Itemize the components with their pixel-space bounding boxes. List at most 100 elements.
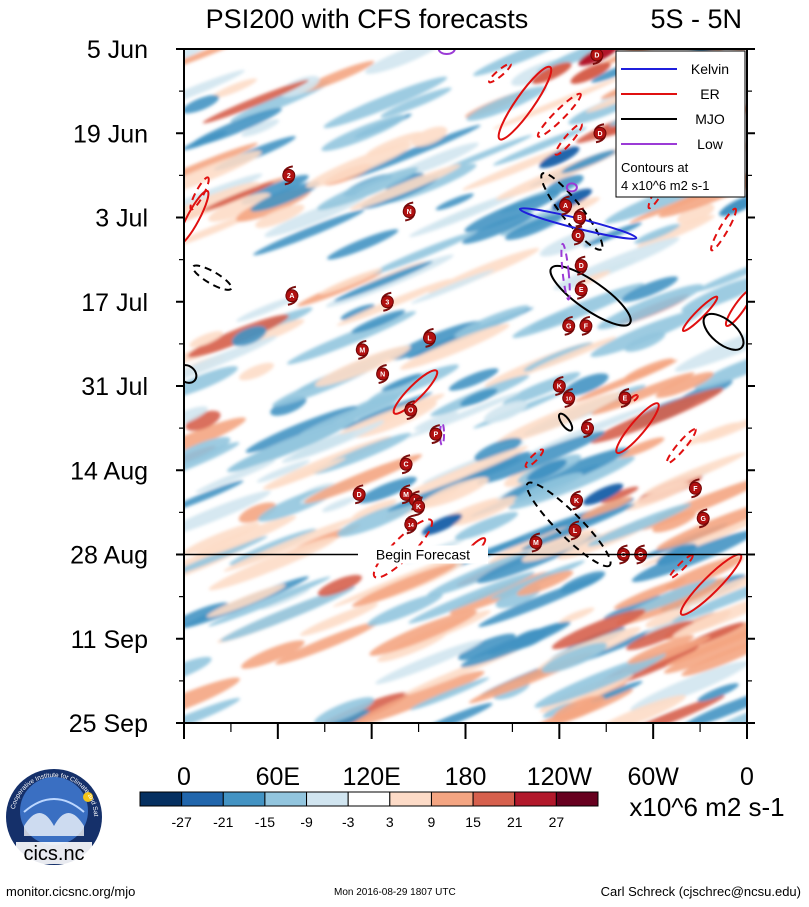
storm-marker: G — [562, 315, 576, 336]
storm-dot — [696, 511, 710, 525]
storm-marker: E — [574, 279, 588, 300]
anomaly-blob — [319, 268, 383, 295]
anomaly-blob — [492, 77, 621, 130]
storm-label: J — [586, 426, 590, 433]
mjo-contour — [184, 364, 198, 384]
logo-sun-icon — [83, 792, 93, 802]
anomaly-blob — [665, 555, 744, 591]
anomaly-blob — [559, 607, 595, 624]
storm-dot — [562, 391, 576, 405]
storm-marker: O — [571, 225, 585, 246]
begin-forecast-marker: Begin Forecast — [184, 545, 747, 564]
y-tick-label: 3 Jul — [95, 205, 148, 233]
anomaly-blob — [184, 697, 241, 723]
er-contour — [392, 369, 439, 415]
storm-dot — [402, 204, 416, 218]
storm-dot — [376, 367, 390, 381]
begin-forecast-label-background — [358, 545, 488, 564]
region-label: 5S - 5N — [650, 4, 742, 34]
er-contour — [630, 394, 639, 403]
anomaly-blob — [241, 119, 280, 137]
anomaly-blob — [473, 49, 584, 76]
anomaly-blob — [297, 60, 375, 94]
anomaly-blob — [184, 49, 208, 63]
logo-orbit-icon — [23, 798, 85, 813]
anomaly-blob — [253, 209, 365, 256]
anomaly-blob — [184, 535, 268, 579]
anomaly-blob — [627, 635, 694, 664]
anomaly-blob — [454, 511, 518, 540]
storm-dot — [429, 427, 443, 441]
storm-label: D — [594, 53, 599, 60]
anomaly-blob — [601, 486, 639, 504]
anomaly-blob — [478, 575, 603, 627]
anomaly-blob — [314, 697, 375, 723]
storm-dot — [562, 319, 576, 333]
colorbar-label: -21 — [213, 814, 233, 830]
anomaly-blob — [184, 417, 246, 460]
storm-dot — [404, 517, 418, 531]
anomaly-blob — [281, 420, 385, 463]
storm-dot — [574, 283, 588, 297]
anomaly-blob — [184, 49, 275, 75]
storm-dot — [579, 319, 593, 333]
anomaly-blob — [353, 670, 485, 723]
anomaly-blob — [202, 79, 309, 124]
x-tick-label: 120W — [527, 763, 593, 791]
anomaly-blob — [476, 430, 605, 485]
anomaly-blob — [220, 585, 356, 642]
colorbar-swatch — [139, 791, 183, 807]
anomaly-blob — [203, 181, 274, 211]
anomaly-blob — [325, 709, 370, 723]
anomaly-blob — [516, 570, 574, 596]
er-contour — [524, 448, 545, 468]
anomaly-blob — [539, 226, 607, 257]
anomaly-blob — [591, 695, 686, 723]
anomaly-blob — [643, 452, 746, 495]
storm-label: E — [623, 396, 628, 403]
storm-marker: B — [573, 207, 587, 228]
anomaly-blob — [184, 406, 208, 428]
colorbar: -27 -21 -15 -9 -3 3 9 15 21 27 — [139, 791, 599, 830]
anomaly-blob — [470, 510, 595, 561]
footer-timestamp: Mon 2016-08-29 1807 UTC — [334, 887, 456, 898]
legend-contour-note-line2: 4 x10^6 m2 s-1 — [621, 178, 709, 193]
anomaly-blob — [189, 331, 224, 348]
logo-mountain-icon — [24, 813, 84, 836]
low-contour — [437, 49, 456, 55]
anomaly-blob — [509, 628, 547, 649]
anomaly-blob — [697, 683, 739, 702]
y-tick-label: 17 Jul — [81, 289, 148, 317]
anomaly-blob — [345, 124, 481, 181]
anomaly-blob — [223, 516, 359, 572]
footer-author: Carl Schreck (cjschrec@ncsu.edu) — [600, 884, 801, 899]
colorbar-label: 27 — [549, 814, 565, 830]
anomaly-blob — [420, 477, 489, 509]
anomaly-blob — [298, 392, 406, 437]
anomaly-blob — [624, 482, 691, 511]
anomaly-blob — [613, 695, 725, 723]
anomaly-blob — [184, 436, 231, 465]
anomaly-blob — [184, 602, 229, 629]
anomaly-blob — [624, 358, 674, 380]
storm-dot — [529, 535, 543, 549]
storm-dot — [285, 289, 299, 303]
storm-dot — [688, 481, 702, 495]
storm-marker: F — [688, 478, 702, 499]
storm-label: E — [579, 287, 584, 294]
storm-marker: 3 — [380, 291, 394, 312]
storm-marker: K — [412, 496, 426, 517]
anomaly-blob — [575, 270, 611, 286]
logo-name: cics.nc — [23, 843, 84, 865]
anomaly-blob — [677, 203, 715, 224]
er-contour — [615, 402, 660, 455]
anomaly-blob — [645, 606, 691, 628]
anomaly-blob — [672, 594, 747, 638]
y-tick-label: 14 Aug — [70, 457, 148, 485]
colorbar-label: 3 — [386, 814, 394, 830]
storm-label: 3 — [385, 299, 389, 306]
storm-marker: N — [376, 363, 390, 384]
anomaly-blob — [590, 309, 703, 357]
storm-dot — [573, 211, 587, 224]
anomaly-blob — [674, 316, 747, 372]
